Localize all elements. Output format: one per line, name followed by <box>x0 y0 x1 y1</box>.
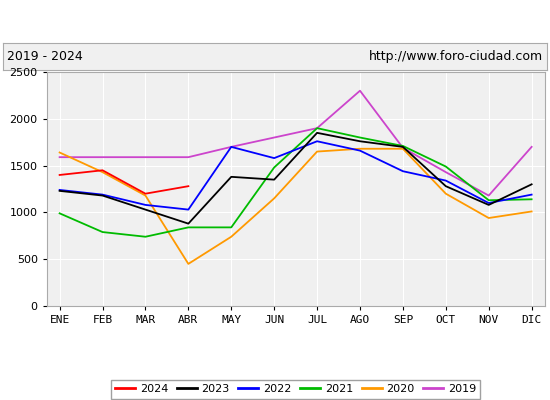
Text: http://www.foro-ciudad.com: http://www.foro-ciudad.com <box>368 50 543 63</box>
Text: Evolucion Nº Turistas Nacionales en el municipio de Recas: Evolucion Nº Turistas Nacionales en el m… <box>52 14 498 28</box>
Text: 2019 - 2024: 2019 - 2024 <box>7 50 83 63</box>
Legend: 2024, 2023, 2022, 2021, 2020, 2019: 2024, 2023, 2022, 2021, 2020, 2019 <box>111 380 481 399</box>
